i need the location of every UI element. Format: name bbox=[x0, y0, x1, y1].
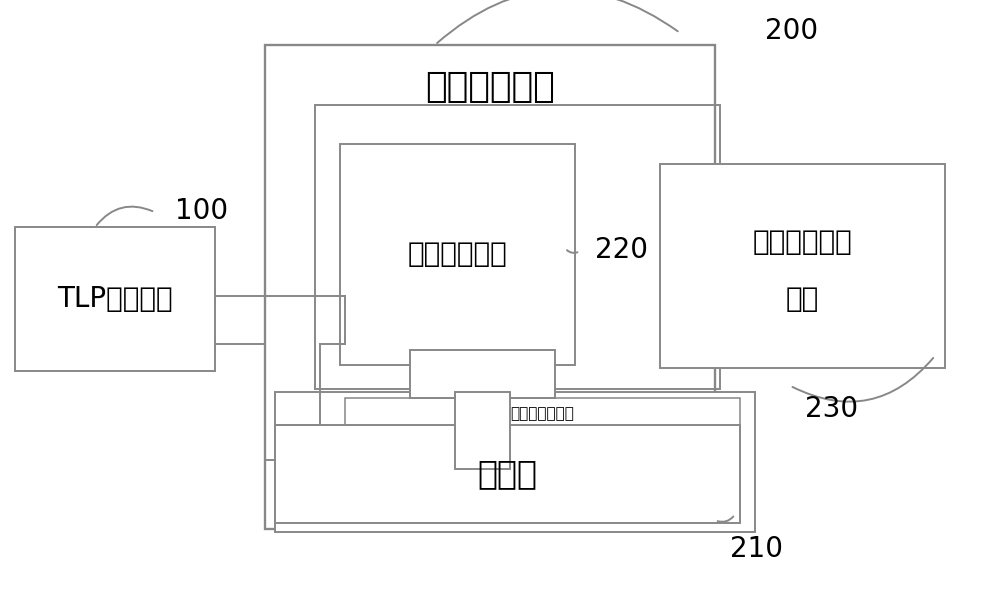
Text: 230: 230 bbox=[805, 395, 858, 423]
Bar bbox=[410, 350, 555, 398]
Text: TLP测试系统: TLP测试系统 bbox=[57, 285, 173, 313]
FancyArrowPatch shape bbox=[97, 206, 152, 225]
Bar bbox=[275, 392, 755, 532]
Text: 200: 200 bbox=[765, 17, 818, 45]
Bar bbox=[340, 144, 575, 365]
Text: 待测电子元器件: 待测电子元器件 bbox=[511, 407, 574, 422]
Bar bbox=[345, 398, 740, 431]
Text: 载物台: 载物台 bbox=[478, 457, 538, 490]
Bar bbox=[660, 164, 945, 368]
Bar bbox=[455, 392, 510, 469]
FancyArrowPatch shape bbox=[567, 250, 577, 253]
Bar bbox=[15, 227, 215, 371]
Text: 100: 100 bbox=[175, 197, 228, 225]
Bar bbox=[265, 45, 715, 529]
Text: 220: 220 bbox=[595, 236, 648, 264]
Text: 高灵敏度相机: 高灵敏度相机 bbox=[408, 240, 507, 268]
Text: 光发射显微镜: 光发射显微镜 bbox=[425, 70, 555, 103]
Text: 图像采集处理: 图像采集处理 bbox=[753, 228, 852, 256]
FancyArrowPatch shape bbox=[437, 0, 678, 43]
Text: 210: 210 bbox=[730, 535, 783, 563]
Text: 模块: 模块 bbox=[786, 285, 819, 313]
FancyArrowPatch shape bbox=[792, 358, 933, 402]
Bar bbox=[315, 105, 720, 389]
FancyArrowPatch shape bbox=[718, 517, 733, 522]
Bar bbox=[275, 425, 740, 523]
